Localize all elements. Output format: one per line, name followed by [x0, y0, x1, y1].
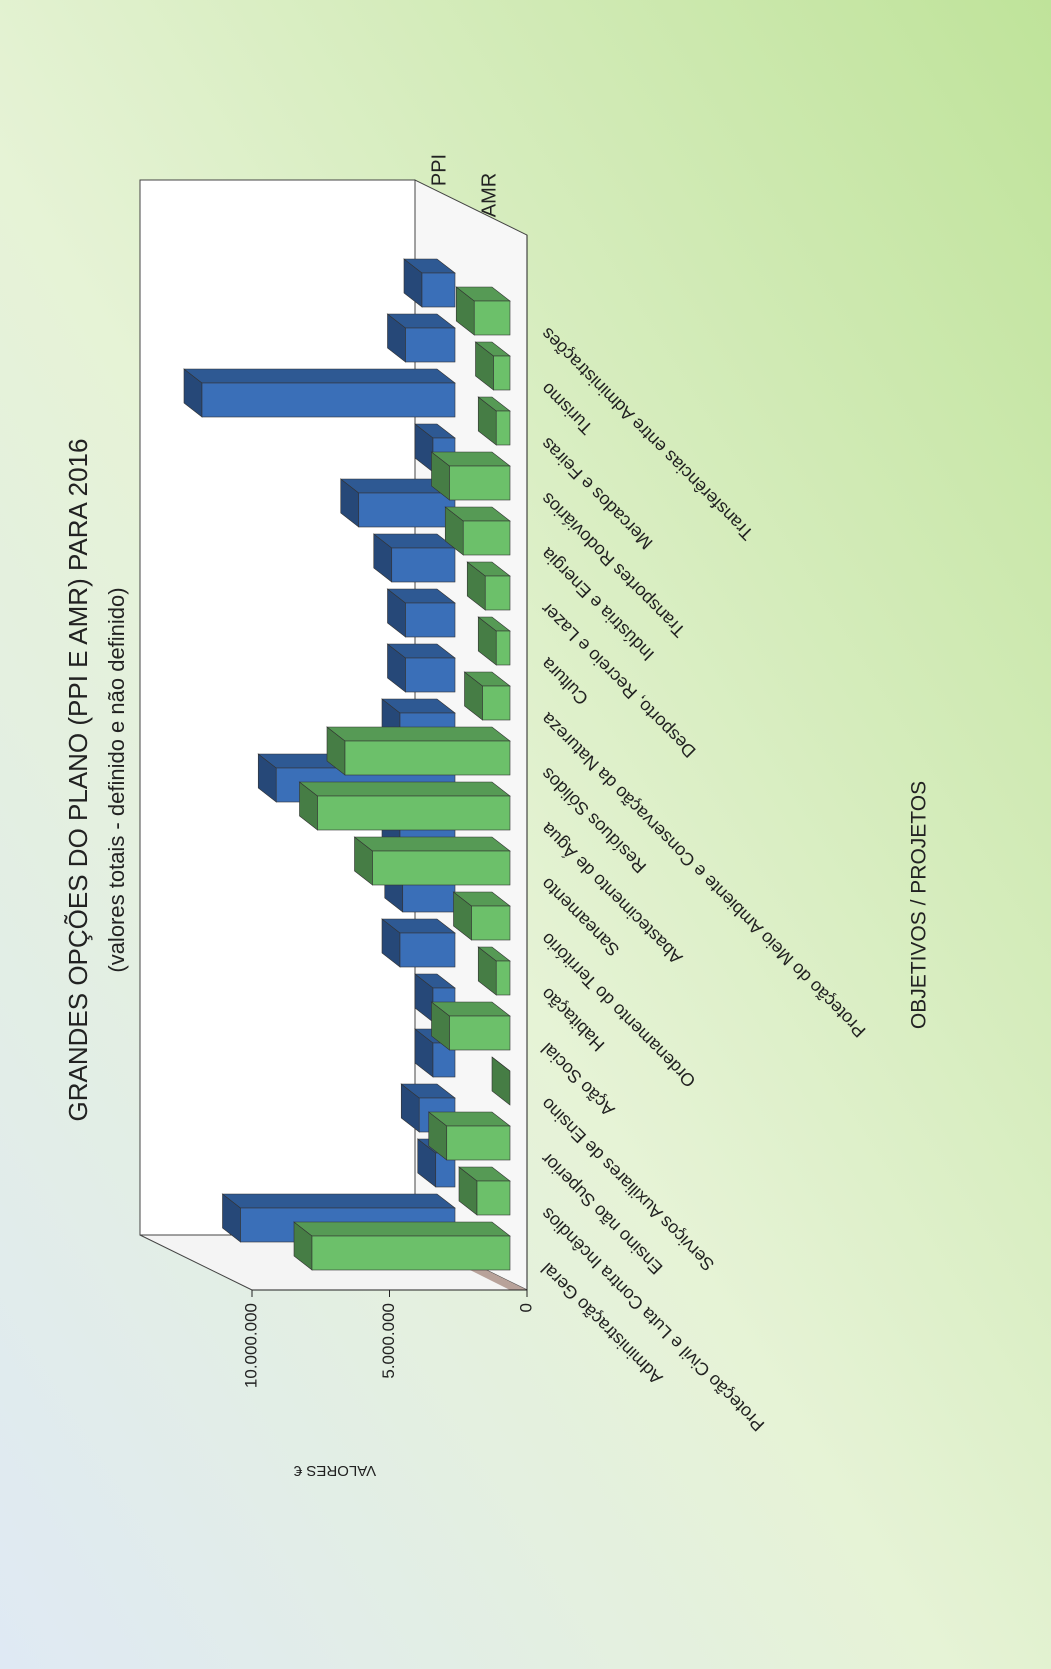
bar-face: [405, 602, 456, 638]
bar: [183, 368, 456, 418]
bar: [403, 258, 456, 308]
bar-side: [293, 1221, 511, 1237]
bar: [474, 341, 511, 391]
bar-side: [298, 781, 511, 797]
bar: [386, 643, 456, 693]
bar-face: [399, 932, 456, 968]
bar: [458, 1166, 511, 1216]
bar: [386, 313, 456, 363]
bar-face: [317, 795, 511, 831]
bar: [463, 671, 511, 721]
bar-face: [495, 960, 511, 996]
bar-face: [311, 1235, 511, 1271]
bar: [381, 918, 456, 968]
bar-face: [358, 492, 456, 528]
bar: [298, 781, 511, 831]
bar-side: [326, 726, 511, 742]
bar: [293, 1221, 511, 1271]
bar: [353, 836, 511, 886]
bar: [477, 616, 511, 666]
bar-face: [484, 575, 511, 611]
bar-face: [449, 465, 511, 501]
bar: [386, 588, 456, 638]
bar-face: [421, 272, 456, 308]
y-axis-title: VALORES €: [293, 1462, 376, 1479]
bar-face: [344, 740, 511, 776]
bar-face: [446, 1125, 511, 1161]
x-axis-title: OBJETIVOS / PROJETOS: [908, 781, 931, 1029]
bar-face: [405, 327, 456, 363]
bar-face: [405, 657, 456, 693]
bar-face: [471, 905, 511, 941]
chart-subtitle: (valores totais - definido e não definid…: [104, 587, 129, 972]
bar-face: [476, 1180, 511, 1216]
chart-title: GRANDES OPÇÕES DO PLANO (PPI E AMR) PARA…: [63, 439, 93, 1122]
bar-side: [353, 836, 511, 852]
legend-label: AMR: [478, 173, 500, 217]
legend-label: PPI: [428, 154, 450, 186]
bar: [427, 1111, 511, 1161]
bar-face: [473, 300, 511, 336]
bar-face: [495, 410, 511, 446]
y-tick-label: 5.000.000: [379, 1303, 398, 1379]
bar-face: [391, 547, 456, 583]
bar-face: [493, 355, 511, 391]
back-wall: [139, 179, 416, 1236]
y-tick-label: 0: [516, 1303, 535, 1312]
bar: [430, 1001, 511, 1051]
bar-face: [462, 520, 511, 556]
bar: [477, 396, 511, 446]
bar-side: [221, 1193, 456, 1209]
bar: [326, 726, 511, 776]
bar-face: [449, 1015, 511, 1051]
bar: [430, 451, 511, 501]
bar: [466, 561, 511, 611]
bar-side: [183, 368, 456, 384]
bar-side: [491, 1056, 511, 1072]
bar-face: [495, 630, 511, 666]
bar: [452, 891, 511, 941]
bar: [477, 946, 511, 996]
bar-face: [482, 685, 511, 721]
bar: [491, 1056, 511, 1106]
bar: [372, 533, 456, 583]
bar-face: [201, 382, 456, 418]
y-tick-label: 10.000.000: [241, 1303, 260, 1388]
bar-face: [372, 850, 511, 886]
bar: [444, 506, 511, 556]
bar: [455, 286, 511, 336]
